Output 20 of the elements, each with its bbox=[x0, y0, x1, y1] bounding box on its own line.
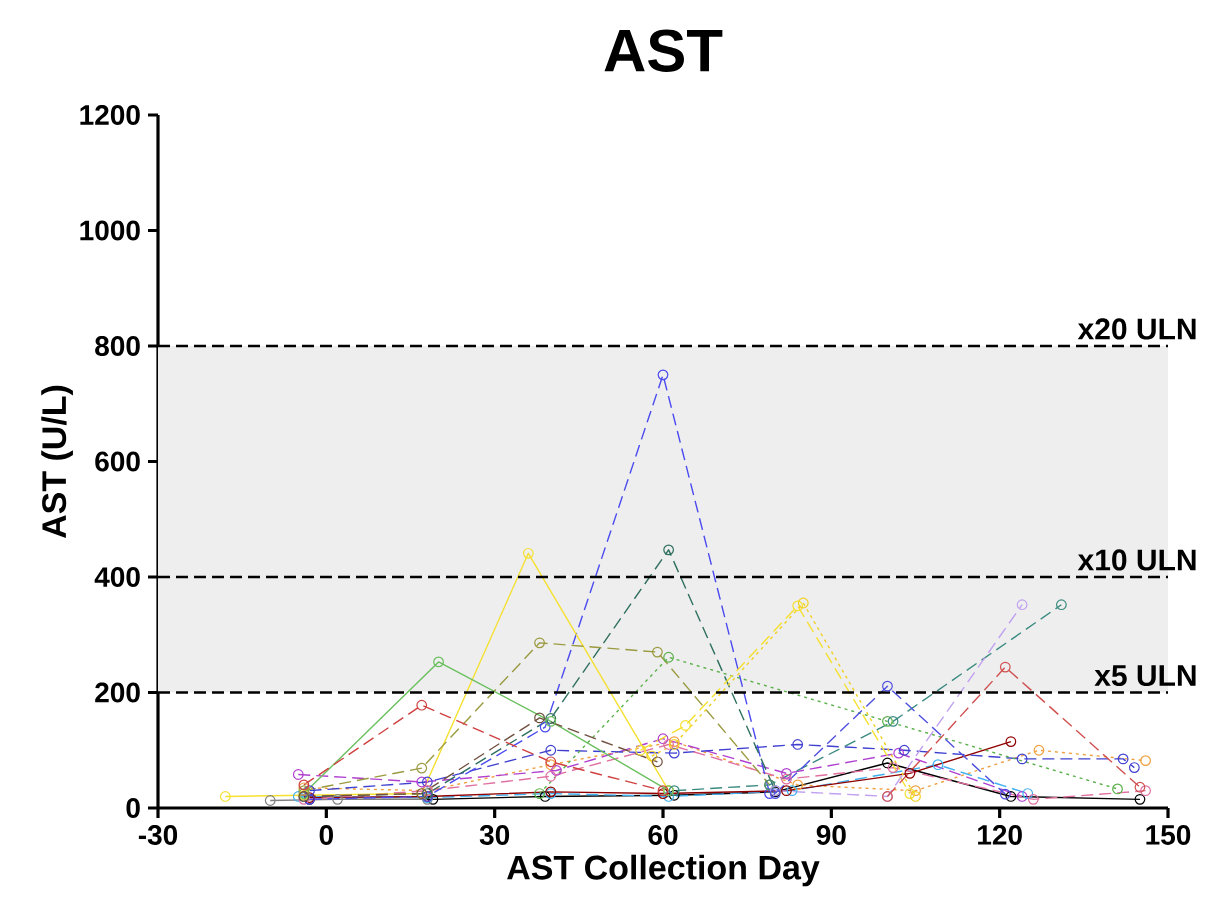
x-tick-label: 120 bbox=[978, 825, 1022, 845]
x-tick-label: 60 bbox=[648, 825, 678, 845]
ref-line-label: x20 ULN bbox=[1077, 318, 1196, 340]
ref-line-label: x5 ULN bbox=[1094, 665, 1196, 687]
y-axis-title: AST (U/L) bbox=[41, 385, 73, 539]
y-tick-label: 1000 bbox=[80, 220, 140, 241]
x-tick-label: 0 bbox=[319, 825, 333, 845]
y-tick-label: 1200 bbox=[80, 105, 140, 125]
x-tick-label: 150 bbox=[1146, 825, 1191, 845]
y-tick-label: 800 bbox=[95, 336, 140, 356]
x-tick-label: 30 bbox=[479, 825, 510, 845]
y-tick-label: 600 bbox=[95, 451, 140, 472]
y-tick-label: 0 bbox=[126, 798, 140, 818]
chart-title: AST bbox=[604, 29, 723, 72]
y-tick-label: 200 bbox=[95, 682, 140, 703]
y-tick-label: 400 bbox=[94, 567, 140, 587]
x-tick-label: -30 bbox=[138, 825, 178, 845]
ref-line-label: x10 ULN bbox=[1077, 549, 1196, 571]
x-axis-title: AST Collection Day bbox=[507, 854, 820, 887]
x-tick-label: 90 bbox=[816, 825, 846, 845]
